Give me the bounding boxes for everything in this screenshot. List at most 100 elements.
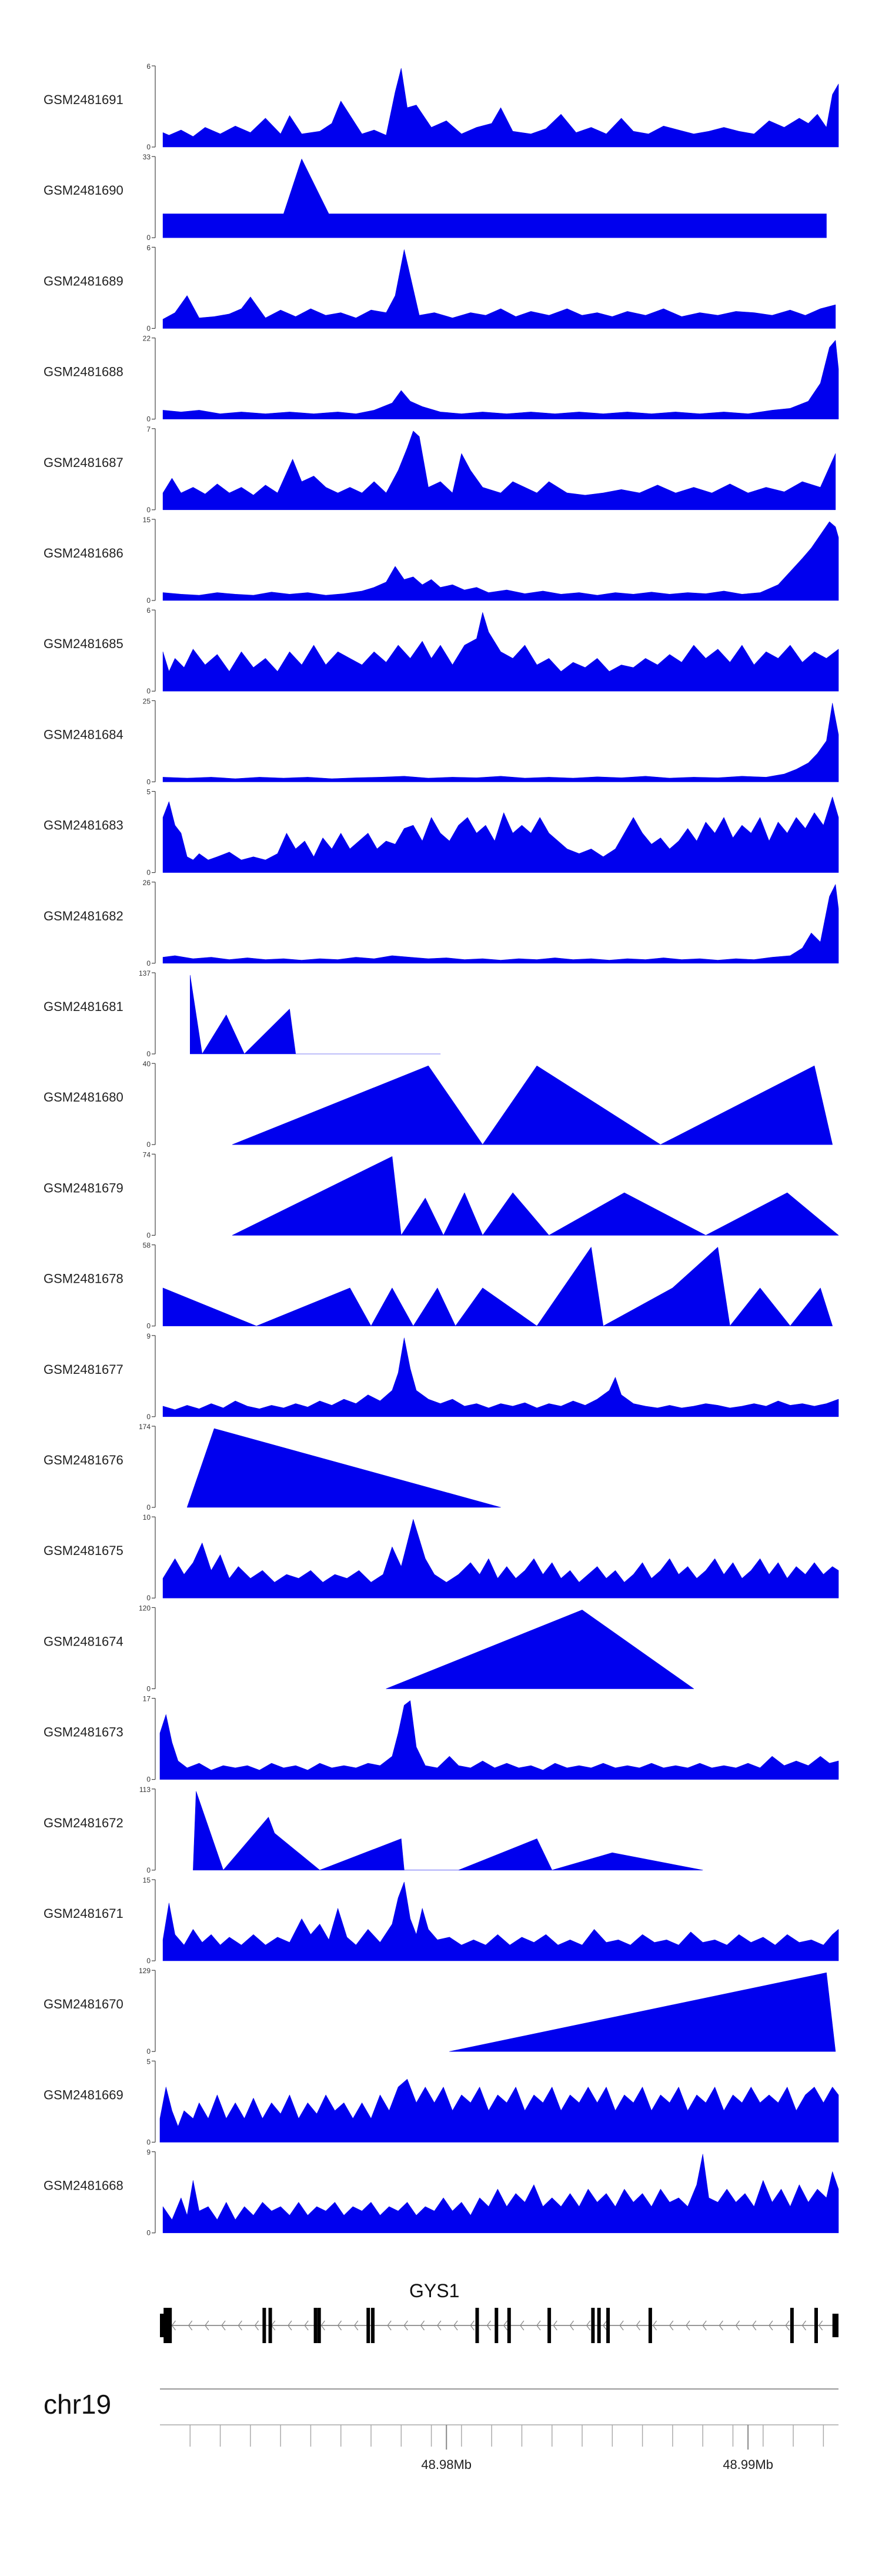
exon [814, 2308, 818, 2343]
track-label: GSM2481683 [44, 818, 123, 833]
exon [507, 2308, 511, 2343]
track-label: GSM2481668 [44, 2178, 123, 2193]
track-label: GSM2481674 [44, 1634, 123, 1649]
y-min-label: 0 [146, 1866, 151, 1874]
y-max-label: 58 [143, 1242, 151, 1250]
strand-arrow [238, 2320, 242, 2331]
coverage-area [162, 68, 839, 148]
strand-arrow [669, 2320, 674, 2331]
track-label: GSM2481690 [44, 183, 123, 198]
coverage-area [232, 1065, 833, 1145]
coverage-area [162, 1519, 839, 1599]
y-min-label: 0 [146, 869, 151, 877]
exon [366, 2308, 370, 2343]
y-min-label: 0 [146, 687, 151, 695]
axis-major-label: 48.99Mb [723, 2457, 773, 2472]
track-label: GSM2481687 [44, 455, 123, 470]
track-label: GSM2481677 [44, 1362, 123, 1377]
track-label: GSM2481670 [44, 1997, 123, 2011]
y-max-label: 137 [139, 969, 151, 977]
coverage-area [449, 1972, 836, 2052]
y-min-label: 0 [146, 959, 151, 967]
strand-arrow [652, 2320, 657, 2331]
y-max-label: 15 [143, 1876, 151, 1884]
track: GSM2481690 33 0 [44, 153, 827, 242]
exon [163, 2308, 172, 2343]
track-label: GSM2481684 [44, 727, 123, 742]
track: GSM2481681 137 0 [44, 969, 441, 1058]
y-min-label: 0 [146, 1503, 151, 1511]
y-min-label: 0 [146, 1957, 151, 1965]
coverage-area [162, 1247, 833, 1326]
track-label: GSM2481680 [44, 1090, 123, 1105]
track-label: GSM2481685 [44, 636, 123, 651]
track-label: GSM2481691 [44, 92, 123, 107]
coverage-area [162, 431, 836, 510]
y-min-label: 0 [146, 506, 151, 514]
strand-arrow [205, 2320, 209, 2331]
y-min-label: 0 [146, 1594, 151, 1602]
track: GSM2481674 120 0 [44, 1604, 694, 1693]
coverage-area [190, 975, 441, 1055]
strand-arrow [686, 2320, 690, 2331]
y-min-label: 0 [146, 1684, 151, 1693]
strand-arrow [254, 2320, 259, 2331]
exon [597, 2308, 601, 2343]
track: GSM2481683 5 0 [44, 788, 839, 877]
coverage-area [159, 1700, 839, 1780]
track-label: GSM2481669 [44, 2087, 123, 2102]
strand-arrow [735, 2320, 740, 2331]
coverage-area [162, 521, 839, 601]
track: GSM2481687 7 0 [44, 425, 836, 514]
track: GSM2481671 15 0 [44, 1876, 839, 1965]
y-max-label: 113 [139, 1786, 151, 1794]
y-max-label: 129 [139, 1967, 151, 1975]
y-max-label: 74 [143, 1150, 151, 1159]
track: GSM2481684 25 0 [44, 697, 839, 786]
exon [268, 2308, 272, 2343]
y-max-label: 7 [146, 425, 151, 433]
strand-arrow [536, 2320, 541, 2331]
track-label: GSM2481672 [44, 1816, 123, 1830]
coverage-area [162, 1337, 839, 1417]
coverage-area [162, 884, 839, 964]
strand-arrow [188, 2320, 193, 2331]
track: GSM2481673 17 0 [44, 1695, 839, 1784]
y-min-label: 0 [146, 1776, 151, 1784]
track-label: GSM2481671 [44, 1906, 123, 1921]
strand-arrow [619, 2320, 624, 2331]
coverage-area [159, 2078, 839, 2143]
strand-arrow [818, 2320, 823, 2331]
strand-arrow [503, 2320, 508, 2331]
track: GSM2481688 22 0 [44, 335, 839, 423]
coverage-area [162, 703, 839, 782]
track-label: GSM2481681 [44, 999, 123, 1014]
track-label: GSM2481679 [44, 1180, 123, 1195]
exon [606, 2308, 610, 2343]
track: GSM2481685 6 0 [44, 606, 839, 695]
track-label: GSM2481676 [44, 1453, 123, 1467]
gene-track: GYS1 [160, 2280, 838, 2343]
strand-arrow [785, 2320, 790, 2331]
strand-arrow [288, 2320, 292, 2331]
strand-arrow [702, 2320, 707, 2331]
y-max-label: 17 [143, 1695, 151, 1703]
track-label: GSM2481688 [44, 365, 123, 379]
y-min-label: 0 [146, 415, 151, 423]
track-label: GSM2481682 [44, 909, 123, 923]
y-max-label: 5 [146, 2057, 151, 2066]
y-max-label: 120 [139, 1604, 151, 1612]
coverage-area [386, 1610, 694, 1689]
y-max-label: 22 [143, 335, 151, 343]
gene-label: GYS1 [409, 2280, 459, 2301]
strand-arrow [387, 2320, 392, 2331]
coverage-area [162, 2154, 839, 2233]
track: GSM2481682 26 0 [44, 879, 839, 967]
y-max-label: 15 [143, 516, 151, 524]
y-min-label: 0 [146, 1322, 151, 1330]
strand-arrow [437, 2320, 442, 2331]
y-min-label: 0 [146, 1413, 151, 1421]
track: GSM2481675 10 0 [44, 1513, 839, 1602]
track: GSM2481670 129 0 [44, 1967, 836, 2056]
